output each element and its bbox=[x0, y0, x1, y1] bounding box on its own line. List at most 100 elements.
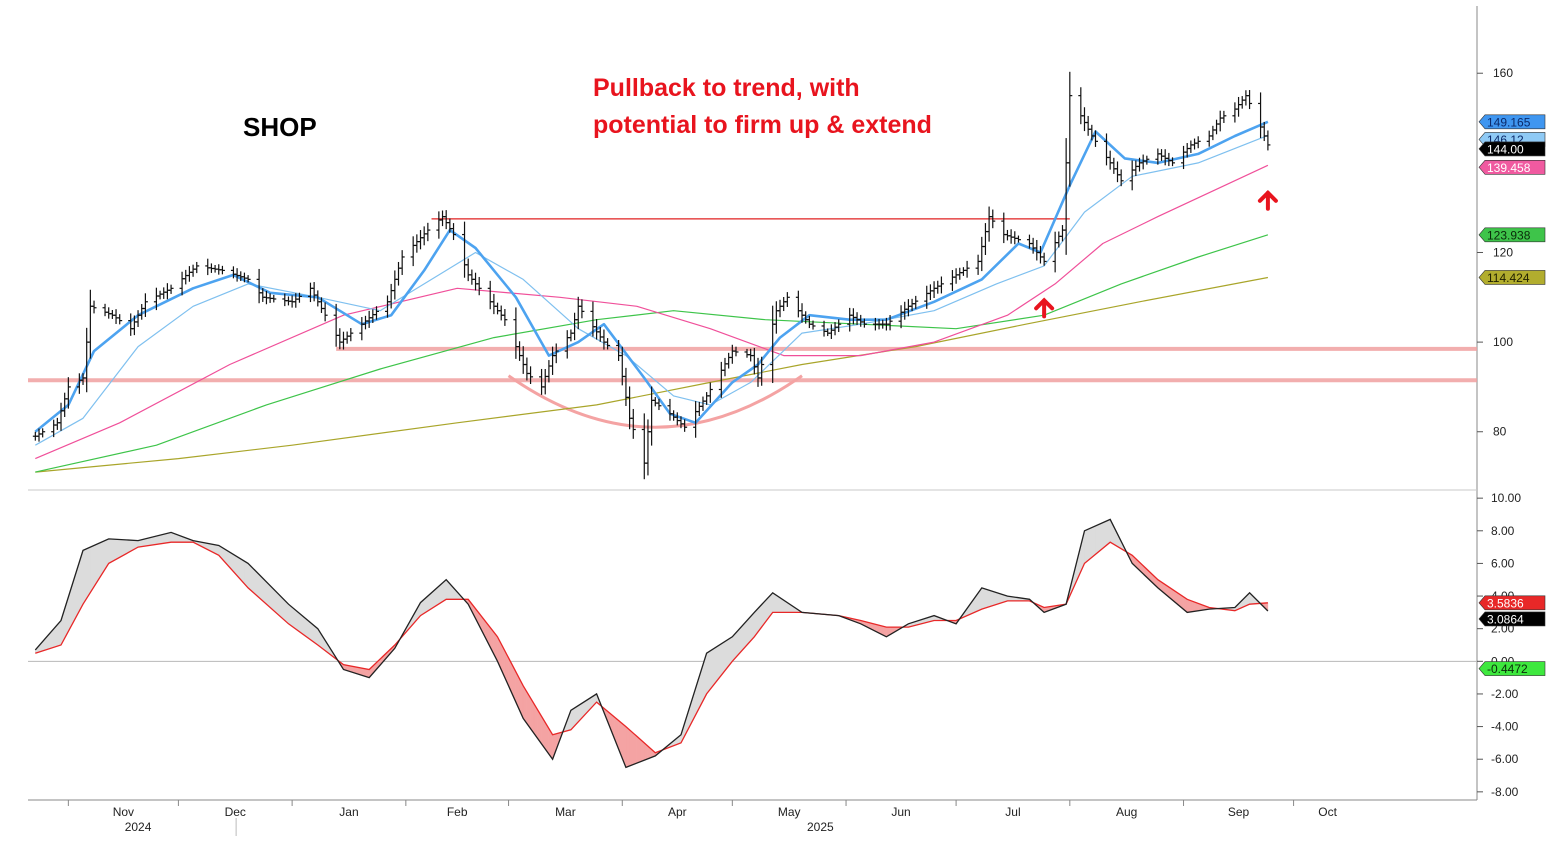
price-bar bbox=[579, 299, 585, 319]
price-bar bbox=[641, 413, 647, 480]
price-bar bbox=[219, 265, 225, 275]
price-bar bbox=[935, 280, 941, 294]
price-bar bbox=[307, 282, 313, 303]
price-bar bbox=[164, 283, 170, 300]
osc-tick-label: -6.00 bbox=[1491, 752, 1519, 766]
price-bar bbox=[271, 294, 277, 303]
oscillator-fill bbox=[1102, 520, 1107, 549]
price-bar bbox=[498, 305, 504, 321]
price-bar bbox=[194, 261, 200, 274]
price-bar bbox=[517, 341, 523, 361]
price-bar bbox=[1170, 157, 1176, 167]
value-badge-box bbox=[1478, 270, 1546, 285]
month-label: Apr bbox=[668, 805, 687, 819]
month-label: Aug bbox=[1116, 805, 1137, 819]
price-bars bbox=[32, 71, 1271, 480]
price-bar bbox=[1221, 110, 1227, 123]
price-bar bbox=[707, 382, 713, 403]
price-bar bbox=[957, 267, 963, 280]
value-badge-label: 144.00 bbox=[1487, 142, 1524, 156]
price-bar bbox=[1188, 140, 1194, 153]
price-bar bbox=[1056, 231, 1062, 248]
price-bar bbox=[311, 282, 317, 302]
price-bar bbox=[348, 328, 354, 342]
value-badge-label: 3.0864 bbox=[1487, 612, 1524, 626]
price-bar bbox=[1206, 130, 1212, 147]
price-bar bbox=[54, 417, 60, 430]
month-label: Nov bbox=[113, 805, 134, 819]
price-bar bbox=[960, 267, 966, 276]
price-bar bbox=[186, 266, 192, 282]
price-bar bbox=[1214, 119, 1220, 135]
value-badge-label: -0.4472 bbox=[1487, 662, 1528, 676]
price-bar bbox=[109, 309, 115, 319]
price-bar bbox=[795, 290, 801, 318]
oscillator-fill bbox=[992, 591, 997, 606]
price-bar bbox=[949, 270, 955, 291]
oscillator-fill bbox=[1087, 527, 1093, 561]
value-badge-label: 149.165 bbox=[1487, 115, 1531, 129]
oscillator-signal-line bbox=[35, 541, 1268, 754]
price-bar bbox=[469, 269, 475, 285]
price-bar bbox=[1115, 161, 1121, 183]
price-bar bbox=[1192, 138, 1198, 150]
oscillator-fill bbox=[163, 533, 168, 544]
price-bar bbox=[649, 386, 655, 446]
price-bar bbox=[674, 412, 680, 426]
oscillator-fill bbox=[93, 543, 98, 588]
price-bar bbox=[627, 386, 633, 430]
price-bar bbox=[128, 313, 134, 336]
ma-line-long bbox=[35, 234, 1269, 473]
price-bar bbox=[759, 356, 765, 386]
price-bar bbox=[245, 275, 251, 283]
oscillator-fill bbox=[108, 538, 113, 564]
price-bar bbox=[623, 367, 629, 406]
up-arrow-2 bbox=[1257, 189, 1278, 211]
ma-line-fast bbox=[34, 120, 1269, 433]
osc-tick-label: 6.00 bbox=[1491, 556, 1515, 570]
price-bar bbox=[373, 306, 379, 320]
price-bar bbox=[1210, 125, 1216, 141]
ma-line-mid bbox=[35, 164, 1269, 460]
price-bar bbox=[1232, 102, 1238, 123]
price-bar bbox=[828, 324, 834, 339]
price-bar bbox=[1004, 229, 1010, 241]
osc-tick-label: -4.00 bbox=[1491, 720, 1519, 734]
osc-tick-label: -2.00 bbox=[1491, 687, 1519, 701]
price-bar bbox=[524, 357, 530, 381]
price-bar bbox=[418, 230, 424, 250]
price-bar bbox=[1067, 71, 1073, 187]
price-bar bbox=[502, 309, 508, 326]
price-bar bbox=[1133, 160, 1139, 177]
price-tick-label: 100 bbox=[1493, 335, 1513, 349]
price-bar bbox=[553, 343, 559, 364]
price-bar bbox=[1008, 229, 1014, 244]
value-badge-box bbox=[1478, 611, 1546, 627]
price-bar bbox=[982, 223, 988, 255]
value-badge-label: 123.938 bbox=[1487, 228, 1531, 242]
price-bar bbox=[550, 346, 556, 375]
oscillator-fill bbox=[710, 648, 715, 691]
price-bar bbox=[1015, 235, 1021, 243]
price-bar bbox=[564, 330, 570, 359]
year-label: 2024 bbox=[125, 820, 152, 834]
price-bar bbox=[1092, 130, 1098, 147]
value-badge: 3.5836 bbox=[1478, 595, 1546, 610]
oscillator-fill bbox=[636, 735, 641, 764]
month-label: Dec bbox=[225, 805, 246, 819]
price-bar bbox=[142, 293, 148, 317]
osc-tick-label: -8.00 bbox=[1491, 785, 1519, 799]
chart-title: SHOP bbox=[243, 112, 317, 142]
price-bar bbox=[451, 223, 457, 241]
value-badge-label: 114.424 bbox=[1487, 271, 1530, 285]
price-bar bbox=[65, 377, 71, 409]
price-bar bbox=[630, 408, 636, 439]
annotation-line-2: potential to firm up & extend bbox=[593, 111, 932, 139]
oscillator-fill bbox=[625, 726, 630, 768]
value-badge-box bbox=[1478, 227, 1546, 243]
oscillator bbox=[28, 518, 1477, 769]
value-badge-label: 3.5836 bbox=[1487, 596, 1524, 610]
price-bar bbox=[421, 226, 427, 246]
price-bar bbox=[396, 261, 402, 286]
